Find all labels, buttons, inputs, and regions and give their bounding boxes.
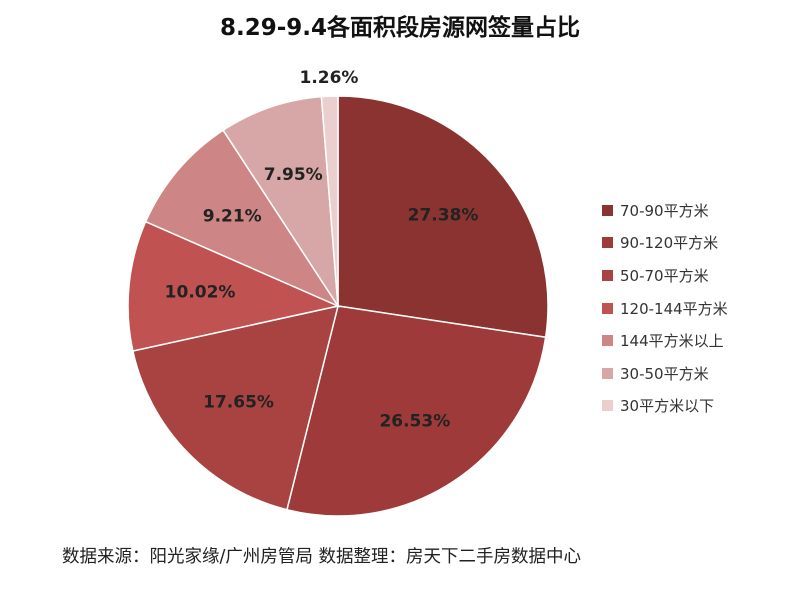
pie-slice [222,95,339,307]
legend-item: 120-144平方米 [602,292,728,325]
legend-swatch [602,367,613,379]
legend-label: 70-90平方米 [620,201,709,220]
data-label: 7.95% [264,165,323,185]
legend-swatch [602,335,613,347]
legend-label: 30平方米以下 [620,397,715,416]
legend-item: 90-120平方米 [602,227,728,260]
legend-item: 70-90平方米 [602,194,728,227]
legend-label: 50-70平方米 [620,266,709,285]
legend-item: 30平方米以下 [602,390,728,423]
legend-item: 30-50平方米 [602,357,728,390]
pie-slice [127,220,341,352]
source-note: 数据来源：阳光家缘/广州房管局 数据整理：房天下二手房数据中心 [62,547,581,567]
pie-slice [320,95,339,307]
pie-slice [286,305,547,517]
legend-swatch [602,400,613,412]
data-label: 9.21% [203,206,262,226]
legend-label: 30-50平方米 [620,364,709,383]
pie-slice [131,305,340,511]
pie-slice [337,95,549,339]
chart-title: 8.29-9.4各面积段房源网签量占比 [219,15,581,41]
legend-swatch [602,204,613,216]
data-label: 1.26% [299,68,358,88]
data-label: 10.02% [165,282,236,302]
legend-label: 120-144平方米 [620,299,728,318]
legend-item: 50-70平方米 [602,259,728,292]
data-label: 27.38% [408,206,479,226]
legend-swatch [602,269,613,281]
legend-swatch [602,302,613,314]
legend-swatch [602,237,613,249]
pie-slice [144,129,341,308]
data-label: 17.65% [203,393,274,413]
legend-label: 90-120平方米 [620,234,719,253]
legend: 70-90平方米 90-120平方米 50-70平方米 120-144平方米 144平方… [602,194,728,422]
legend-label: 144平方米以上 [620,332,724,351]
data-label: 26.53% [379,411,450,431]
legend-item: 144平方米以上 [602,324,728,357]
